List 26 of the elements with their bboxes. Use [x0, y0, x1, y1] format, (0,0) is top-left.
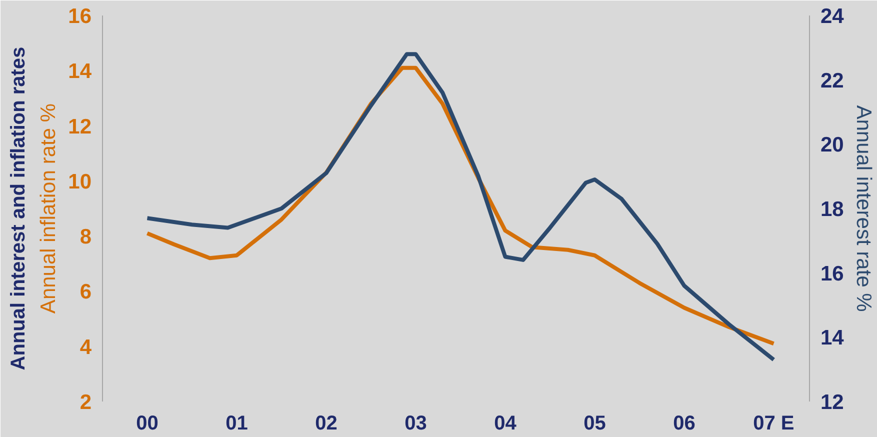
text: Annual interest and inflation rates: [8, 46, 30, 370]
y-tick-label: 8: [80, 226, 92, 249]
x-tick-label: 02: [315, 412, 338, 434]
y-tick-label: 2: [80, 391, 92, 414]
x-tick-label: 03: [404, 412, 427, 434]
y2-axis-title: Annual interest rate %: [852, 105, 875, 312]
y2-tick-label: 12: [820, 391, 844, 414]
x-tick-label: 07 E: [753, 412, 794, 434]
y2-tick-label: 24: [820, 5, 844, 28]
y-tick-label: 14: [68, 60, 92, 84]
y2-tick-label: 14: [820, 326, 844, 350]
x-tick-label: 00: [136, 412, 158, 434]
y-tick-label: 16: [68, 5, 92, 28]
y-tick-label: 6: [80, 280, 92, 304]
y-tick-label: 4: [80, 336, 92, 359]
x-tick-label: 04: [494, 412, 518, 434]
x-tick-label: 01: [226, 412, 248, 434]
y-axis-title: Annual inflation rate %: [37, 103, 60, 314]
y2-tick-label: 20: [820, 134, 844, 157]
y2-tick-label: 18: [820, 198, 844, 221]
x-tick-label: 06: [673, 412, 696, 434]
y2-tick-label: 16: [820, 262, 844, 286]
x-tick-label: 05: [584, 412, 606, 434]
y2-tick-label: 22: [820, 69, 844, 92]
y-tick-label: 10: [68, 170, 92, 194]
y-tick-label: 12: [68, 115, 92, 138]
